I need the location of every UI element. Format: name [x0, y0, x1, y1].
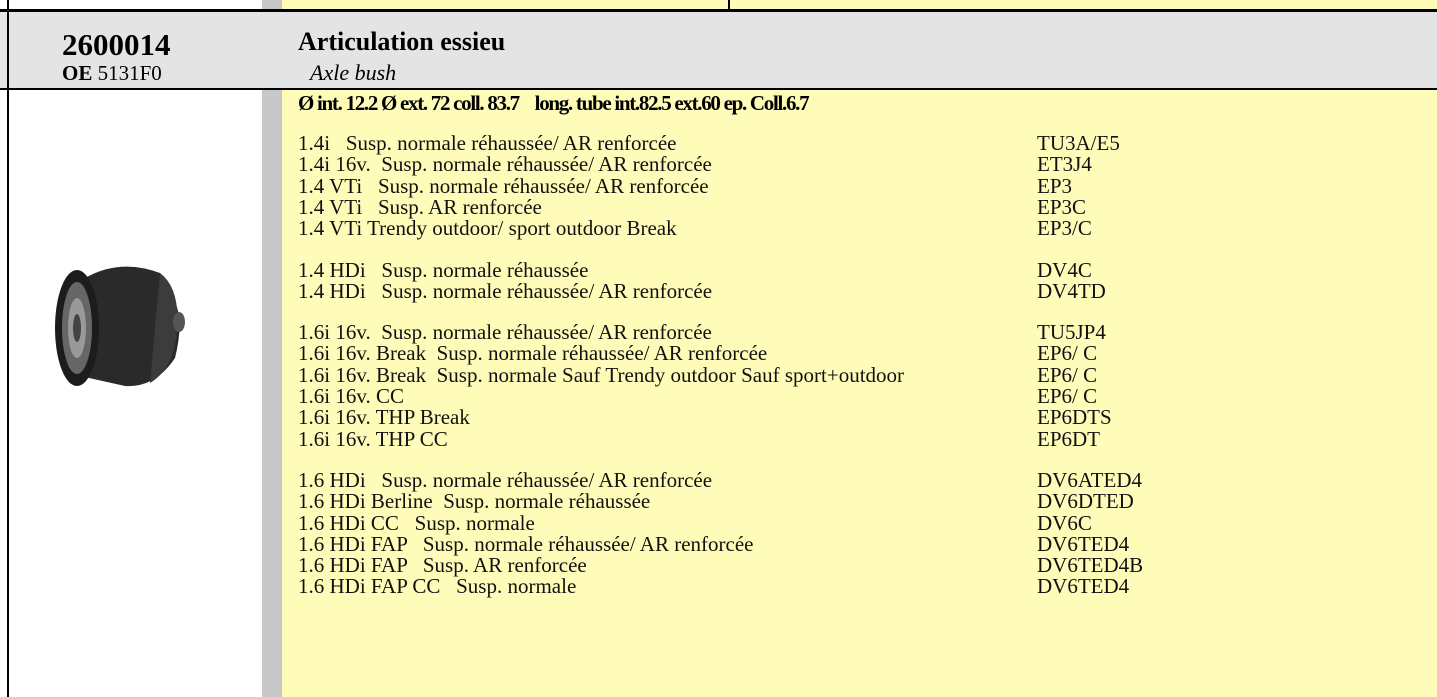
engine-code: DV6TED4 — [1037, 574, 1130, 599]
yellow-panel — [282, 90, 1437, 697]
product-image — [55, 266, 185, 387]
engine-code: DV6ATED4 — [1037, 467, 1142, 492]
application: 1.6i 16v. CC — [298, 384, 404, 408]
application: 1.6 HDi FAP Susp. normale réhaussée/ AR … — [298, 531, 754, 556]
engine-code: DV6TED4B — [1037, 553, 1144, 578]
oe-label: OE — [62, 61, 93, 85]
spec: Ø int. 12.2 Ø ext. 72 coll. 83.7 long. t… — [298, 91, 810, 115]
engine-code: EP3C — [1037, 194, 1087, 219]
application: 1.6i 16v. Break Susp. normale réhaussée/… — [298, 341, 768, 366]
header-rule — [0, 88, 1437, 90]
engine-code: EP6/ C — [1037, 362, 1098, 387]
oe-number: 5131F0 — [97, 61, 162, 85]
application: 1.6 HDi FAP Susp. AR renforcée — [298, 553, 587, 578]
part-subtitle: Axle bush — [310, 60, 397, 85]
application: 1.4 VTi Trendy outdoor/ sport outdoor Br… — [298, 216, 677, 241]
application: 1.6 HDi Berline Susp. normale réhaussée — [298, 489, 651, 514]
application: 1.4 HDi Susp. normale réhaussée/ AR renf… — [298, 278, 713, 303]
application: 1.6 HDi FAP CC Susp. normale — [298, 574, 577, 599]
top-divider — [728, 0, 730, 10]
application: 1.4 VTi Susp. AR renforcée — [298, 194, 542, 219]
application: 1.6 HDi CC Susp. normale — [298, 510, 535, 535]
grey-strip — [262, 90, 282, 697]
application: 1.4i 16v. Susp. normale réhaussée/ AR re… — [298, 152, 712, 177]
application: 1.4i Susp. normale réhaussée/ AR renforc… — [298, 131, 677, 155]
application: 1.6 HDi Susp. normale réhaussée/ AR renf… — [298, 467, 713, 492]
engine-code: EP3 — [1037, 173, 1073, 198]
engine-code: EP6/ C — [1037, 341, 1098, 366]
application: 1.4 HDi Susp. normale réhaussée — [298, 257, 589, 282]
top-grey — [262, 0, 282, 10]
engine-code: TU3A/E5 — [1037, 131, 1120, 155]
engine-code: TU5JP4 — [1037, 320, 1106, 345]
engine-code: DV6C — [1037, 510, 1092, 535]
engine-code: DV4C — [1037, 257, 1092, 282]
application: 1.4 VTi Susp. normale réhaussée/ AR renf… — [298, 173, 709, 198]
engine-code: EP6DT — [1037, 426, 1100, 451]
top-yellow — [265, 0, 1437, 10]
engine-code: EP6DTS — [1037, 405, 1112, 430]
oe-line: OE 5131F0 — [62, 61, 162, 86]
application: 1.6i 16v. THP Break — [298, 405, 470, 430]
part-number: 2600014 — [62, 27, 171, 62]
engine-code: DV6TED4 — [1037, 531, 1130, 556]
part-title: Articulation essieu — [298, 27, 506, 56]
application: 1.6i 16v. THP CC — [298, 426, 448, 451]
top-rule — [0, 9, 1437, 12]
engine-code: EP3/C — [1037, 216, 1092, 241]
engine-code: DV4TD — [1037, 278, 1106, 303]
left-border — [7, 0, 9, 697]
application: 1.6i 16v. Susp. normale réhaussée/ AR re… — [298, 320, 712, 345]
header-band — [0, 12, 1437, 89]
application: 1.6i 16v. Break Susp. normale Sauf Trend… — [298, 362, 905, 387]
engine-code: ET3J4 — [1037, 152, 1092, 177]
engine-code: DV6DTED — [1037, 489, 1134, 514]
engine-code: EP6/ C — [1037, 384, 1098, 408]
